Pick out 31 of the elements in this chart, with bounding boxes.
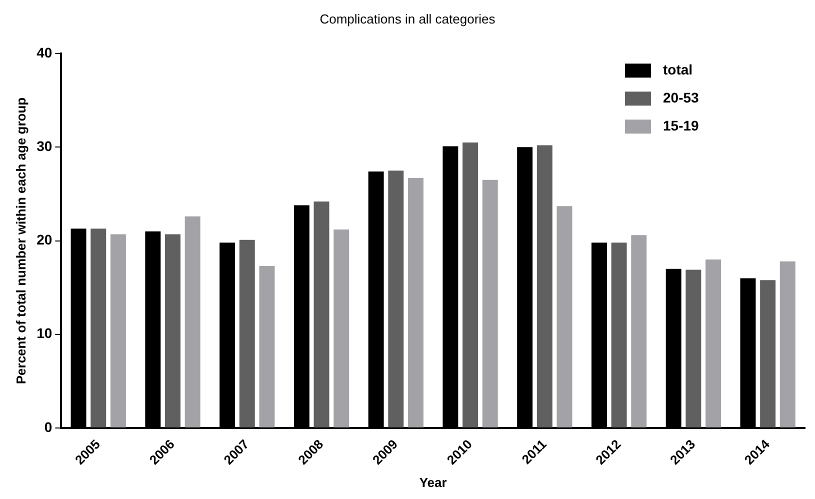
bar (110, 234, 126, 428)
y-tick-label: 0 (44, 418, 52, 435)
bar (780, 261, 796, 428)
bar (388, 170, 404, 428)
bar (314, 201, 330, 428)
bar (686, 270, 702, 428)
y-tick-label: 20 (36, 232, 52, 248)
bar (165, 234, 180, 428)
legend-label: 20-53 (663, 89, 700, 106)
bar (536, 145, 552, 428)
bar (631, 235, 647, 428)
x-axis-title: Year (419, 474, 447, 490)
bar (706, 259, 721, 428)
y-tick-label: 40 (36, 44, 52, 60)
bar (184, 216, 200, 428)
bar (462, 142, 478, 428)
bar (334, 230, 350, 428)
bar (90, 228, 106, 428)
bar (259, 266, 275, 428)
legend-label: total (663, 61, 693, 78)
y-axis-title: Percent of total number within each age group (13, 97, 28, 384)
chart-title: Complications in all categories (320, 11, 496, 26)
y-tick-label: 10 (36, 325, 52, 342)
bar (556, 206, 572, 428)
bar (408, 178, 424, 428)
legend-label: 15-19 (663, 117, 700, 134)
bar (611, 242, 627, 428)
bar (760, 280, 776, 428)
y-tick-label: 30 (36, 138, 52, 154)
bar (482, 180, 498, 428)
bar (239, 240, 255, 428)
